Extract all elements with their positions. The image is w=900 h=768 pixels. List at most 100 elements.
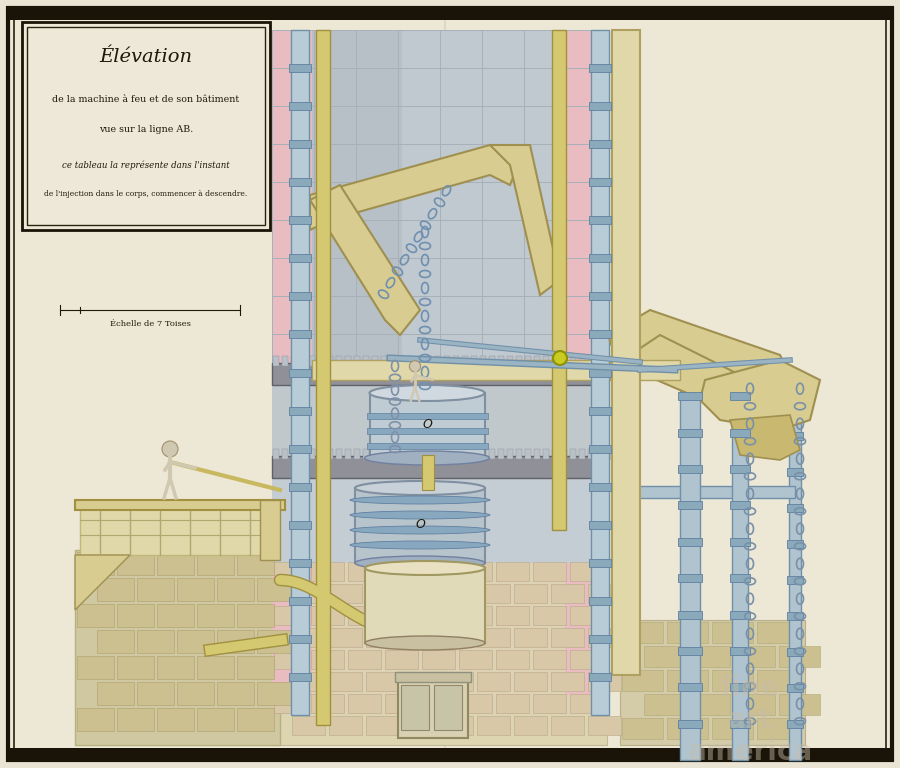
Bar	[157, 708, 194, 731]
Bar	[787, 576, 803, 584]
Bar	[274, 694, 307, 713]
Polygon shape	[310, 145, 520, 230]
Bar	[440, 628, 473, 647]
Bar	[399, 356, 405, 366]
Bar	[787, 684, 803, 692]
Bar	[272, 560, 607, 715]
Bar	[417, 356, 423, 366]
Bar	[689, 646, 730, 667]
Bar	[480, 449, 486, 459]
Bar	[329, 672, 362, 691]
Bar	[678, 611, 702, 618]
Bar	[348, 694, 381, 713]
Bar	[289, 64, 311, 72]
Bar	[97, 682, 134, 705]
Bar	[588, 628, 621, 647]
Bar	[77, 552, 114, 575]
Bar	[385, 606, 418, 625]
Bar	[678, 502, 702, 509]
Bar	[197, 656, 234, 679]
Bar	[496, 694, 529, 713]
Bar	[289, 141, 311, 148]
Bar	[289, 293, 311, 300]
Bar	[403, 672, 436, 691]
Bar	[712, 622, 753, 643]
Bar	[622, 718, 663, 739]
Bar	[589, 102, 611, 110]
Circle shape	[553, 351, 567, 365]
Bar	[372, 356, 378, 366]
Polygon shape	[700, 360, 820, 430]
Bar	[257, 578, 294, 601]
Bar	[282, 356, 288, 366]
Bar	[311, 562, 344, 581]
Bar	[289, 521, 311, 528]
Bar	[385, 694, 418, 713]
Bar	[401, 685, 429, 730]
Bar	[422, 455, 434, 490]
Bar	[300, 449, 306, 459]
Bar	[570, 449, 576, 459]
Bar	[440, 672, 473, 691]
Bar	[489, 449, 495, 459]
Bar	[588, 716, 621, 735]
Bar	[272, 385, 607, 458]
Bar	[622, 670, 663, 691]
Bar	[440, 584, 473, 603]
Bar	[589, 635, 611, 643]
Bar	[327, 356, 333, 366]
Bar	[157, 656, 194, 679]
Bar	[589, 406, 611, 415]
Bar	[291, 356, 297, 366]
Bar	[507, 449, 513, 459]
Bar	[496, 606, 529, 625]
Bar	[435, 449, 441, 459]
Bar	[272, 30, 402, 370]
Bar	[318, 449, 324, 459]
Bar	[408, 449, 414, 459]
Bar	[525, 449, 531, 459]
Text: O: O	[422, 419, 432, 432]
Text: Échelle de 7 Toises: Échelle de 7 Toises	[110, 320, 191, 328]
Bar	[289, 254, 311, 263]
Bar	[440, 716, 473, 735]
Bar	[363, 449, 369, 459]
Bar	[779, 646, 820, 667]
Bar	[667, 670, 708, 691]
Bar	[8, 8, 892, 20]
Bar	[311, 606, 344, 625]
Bar	[316, 30, 330, 725]
Bar	[385, 562, 418, 581]
Bar	[77, 708, 114, 731]
Bar	[289, 217, 311, 224]
Polygon shape	[75, 555, 130, 610]
Bar	[589, 178, 611, 186]
Bar	[552, 356, 558, 366]
Bar	[561, 449, 567, 459]
Ellipse shape	[355, 556, 485, 570]
Bar	[426, 449, 432, 459]
Bar	[489, 356, 495, 366]
Bar	[589, 293, 611, 300]
Bar	[589, 597, 611, 605]
Circle shape	[410, 361, 420, 372]
Bar	[591, 30, 609, 715]
Bar	[565, 30, 607, 695]
Bar	[496, 562, 529, 581]
Bar	[177, 682, 214, 705]
Bar	[561, 356, 567, 366]
Bar	[680, 360, 700, 760]
Bar	[75, 500, 285, 510]
Bar	[329, 628, 362, 647]
Bar	[289, 482, 311, 491]
Bar	[514, 584, 547, 603]
Bar	[273, 356, 279, 366]
Bar	[597, 449, 603, 459]
Bar	[355, 488, 485, 563]
Bar	[757, 670, 798, 691]
Bar	[552, 30, 566, 530]
Bar	[507, 356, 513, 366]
Bar	[516, 356, 522, 366]
Bar	[366, 584, 399, 603]
Bar	[477, 628, 510, 647]
